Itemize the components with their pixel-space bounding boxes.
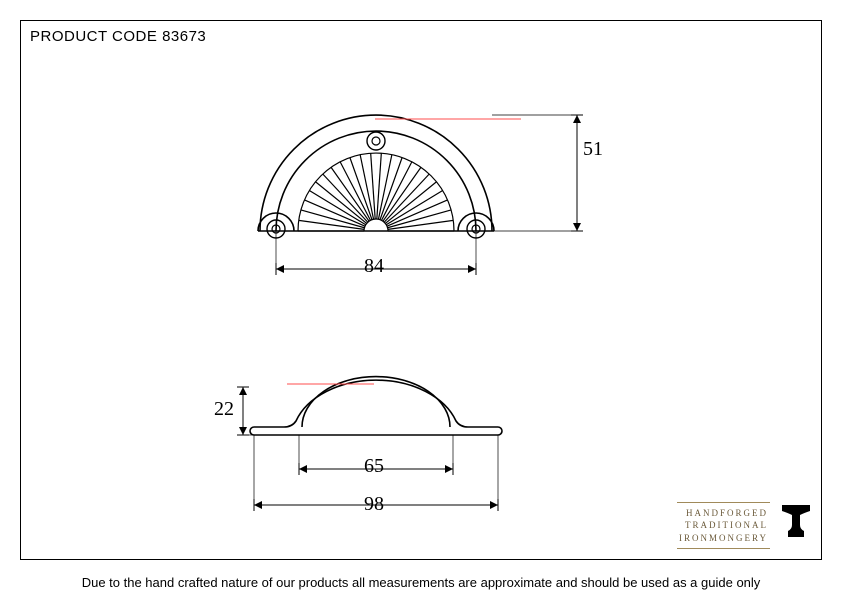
dim-label-width-84: 84 [364,255,384,278]
dim-label-height-22: 22 [214,398,234,421]
diagram-frame [20,20,822,560]
brand-logo-anvil [778,501,814,550]
drawing-area [21,21,823,561]
brand-line-1: HANDFORGED [679,507,768,519]
dim-label-height-51: 51 [583,138,603,161]
dim-label-width-98: 98 [364,493,384,516]
dim-label-width-65: 65 [364,455,384,478]
brand-text: HANDFORGED TRADITIONAL IRONMONGERY [677,502,770,548]
disclaimer-text: Due to the hand crafted nature of our pr… [0,575,842,590]
brand-line-2: TRADITIONAL [679,519,768,531]
brand-block: HANDFORGED TRADITIONAL IRONMONGERY [677,501,814,550]
technical-drawing [21,21,823,561]
product-code: PRODUCT CODE 83673 [30,28,206,45]
brand-line-3: IRONMONGERY [679,532,768,544]
